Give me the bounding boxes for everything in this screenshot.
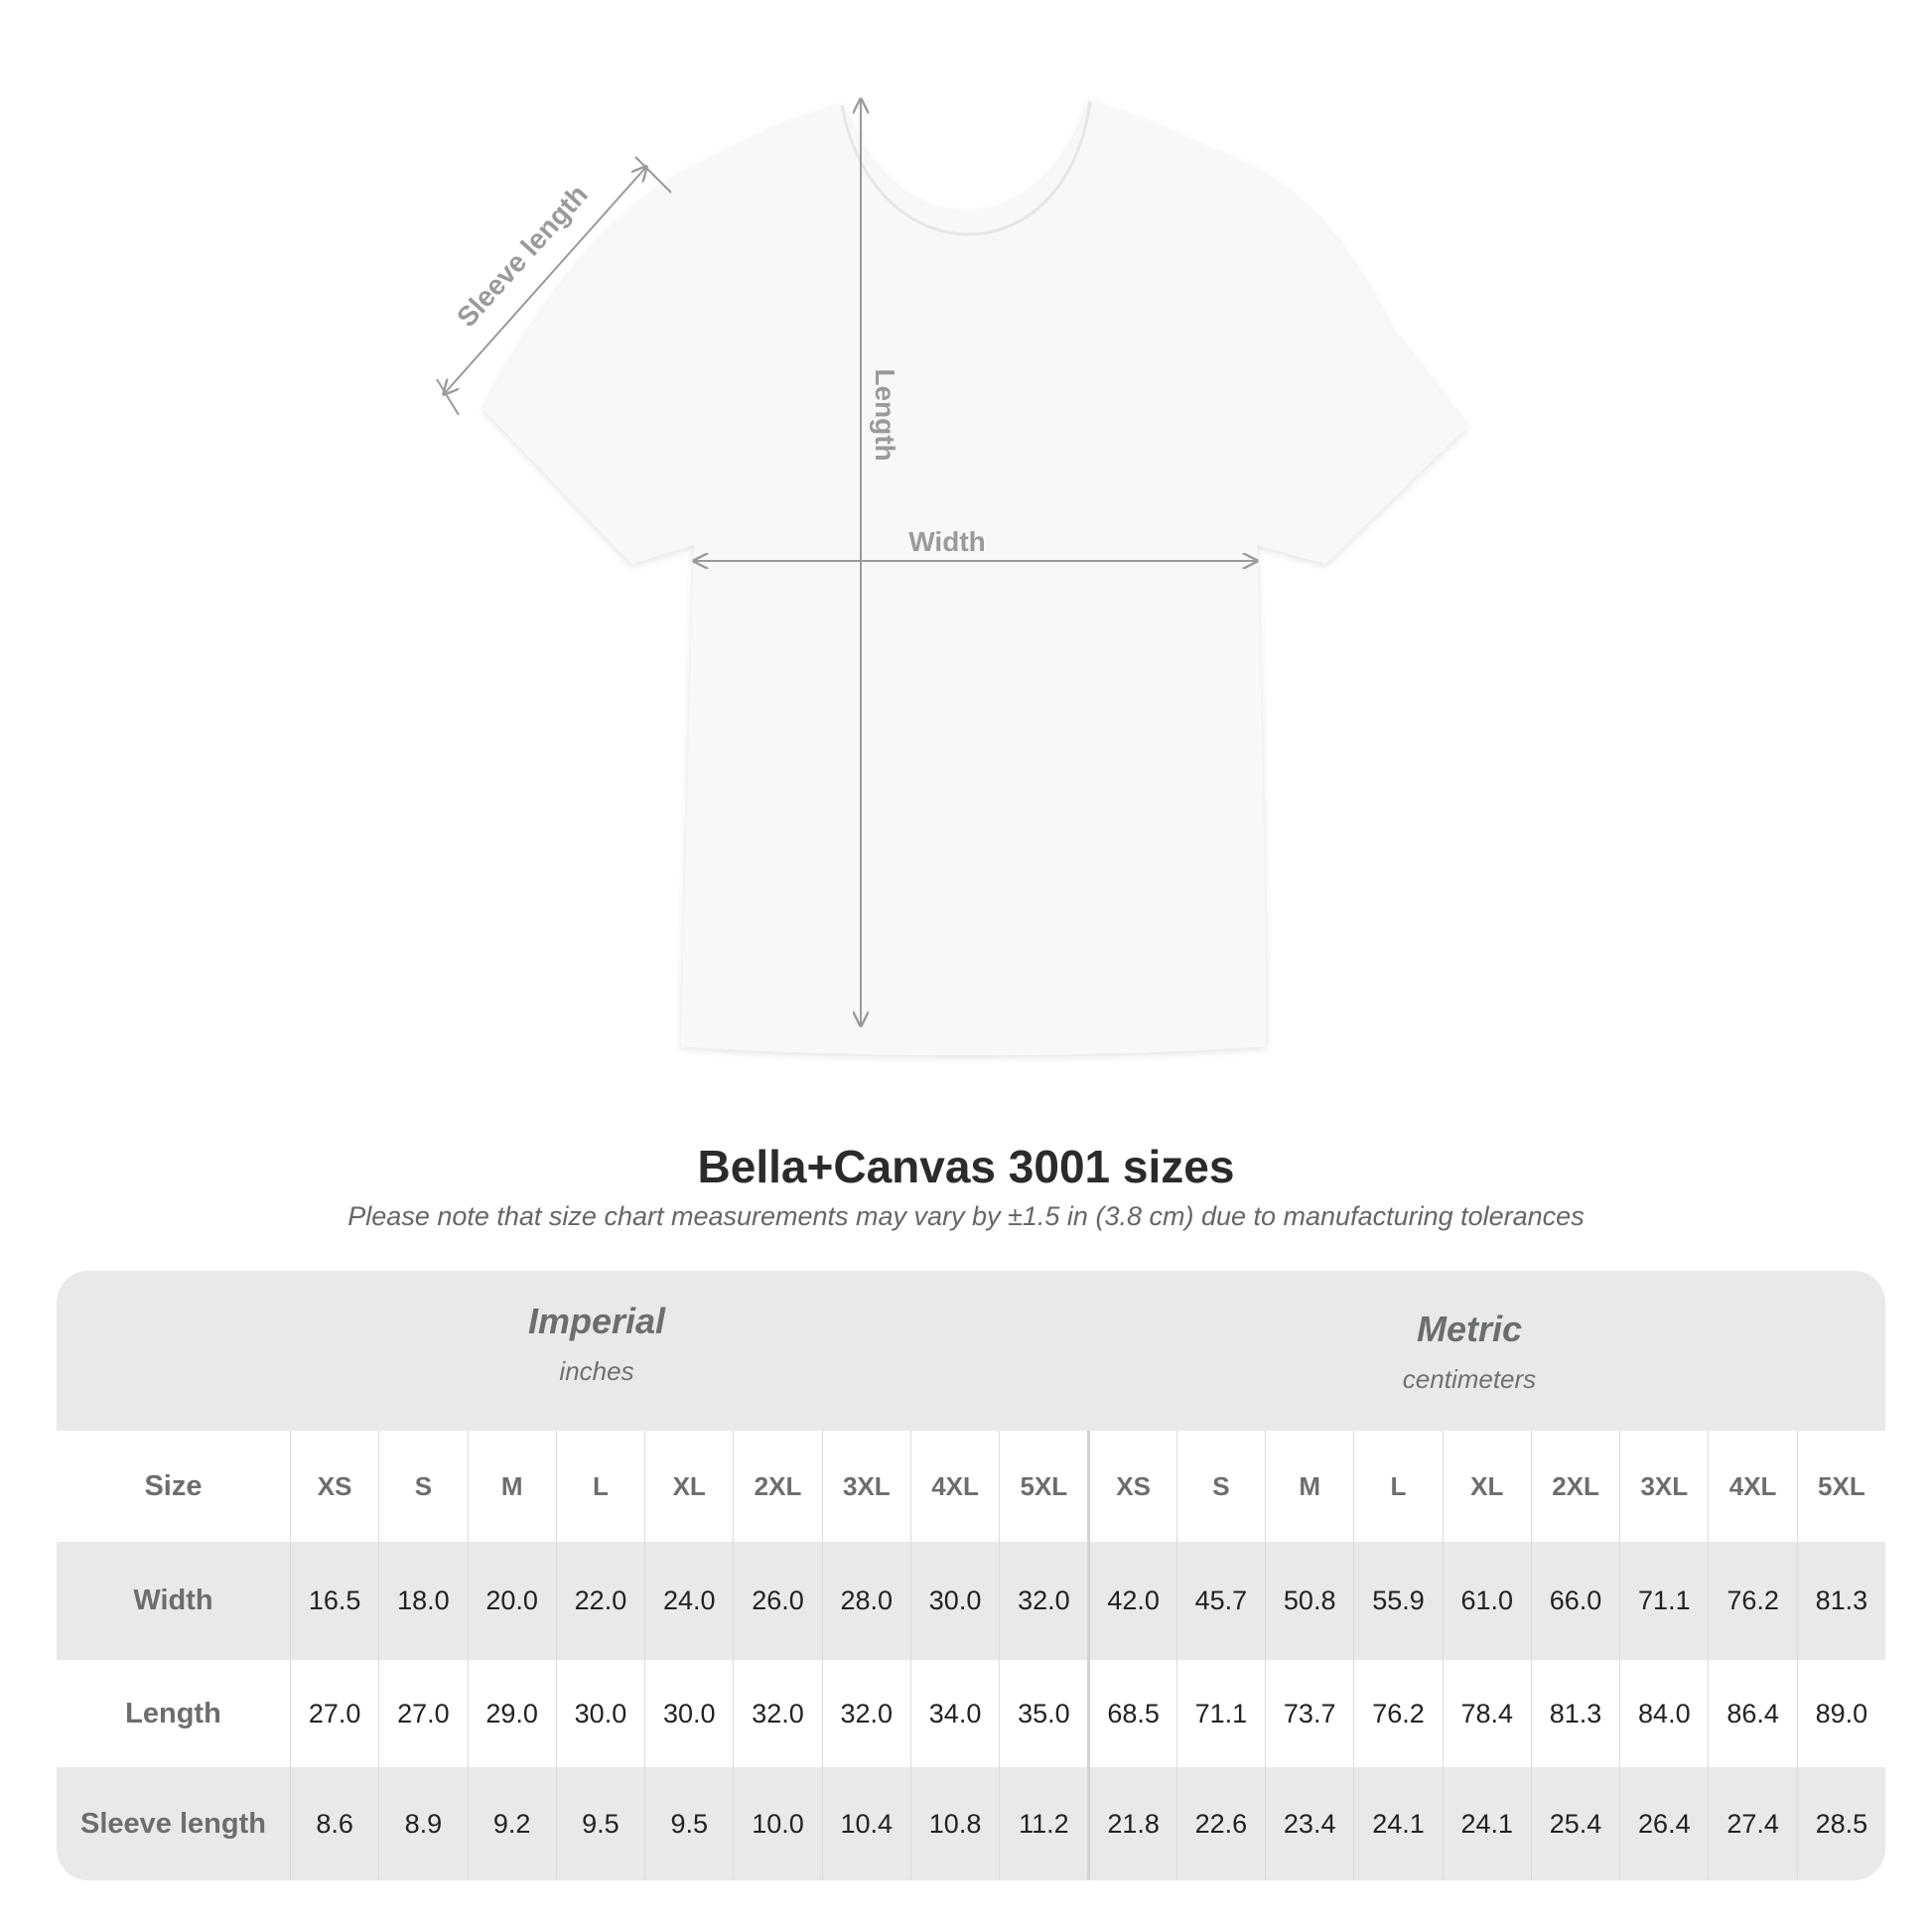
metric-value: 26.4 bbox=[1619, 1767, 1708, 1880]
imperial-size-header: 2XL bbox=[733, 1431, 821, 1542]
metric-value: 21.8 bbox=[1087, 1767, 1175, 1880]
metric-value: 71.1 bbox=[1175, 1660, 1265, 1767]
imperial-title: Imperial bbox=[527, 1301, 666, 1341]
imperial-size-header: 4XL bbox=[909, 1431, 999, 1542]
imperial-size-header: 5XL bbox=[999, 1431, 1087, 1542]
metric-value: 24.1 bbox=[1353, 1767, 1442, 1880]
imperial-value: 16.5 bbox=[289, 1542, 378, 1660]
imperial-value: 34.0 bbox=[909, 1660, 999, 1767]
imperial-value: 27.0 bbox=[378, 1660, 467, 1767]
width-label: Width bbox=[908, 526, 986, 557]
length-label: Length bbox=[870, 368, 900, 461]
imperial-header: Imperial inches bbox=[348, 1301, 845, 1387]
metric-value: 76.2 bbox=[1353, 1660, 1442, 1767]
metric-header: Metric centimeters bbox=[1221, 1309, 1718, 1395]
imperial-value: 10.4 bbox=[821, 1767, 910, 1880]
imperial-value: 28.0 bbox=[821, 1542, 910, 1660]
metric-value: 89.0 bbox=[1796, 1660, 1885, 1767]
metric-value: 50.8 bbox=[1265, 1542, 1353, 1660]
size-column-header: Size bbox=[144, 1469, 203, 1502]
imperial-unit: inches bbox=[559, 1356, 634, 1386]
imperial-value: 8.6 bbox=[289, 1767, 378, 1880]
imperial-value: 10.8 bbox=[909, 1767, 999, 1880]
table-row: Width 16.5 18.0 20.0 22.0 24.0 26.0 28.0 30.0 32.… bbox=[57, 1542, 1885, 1660]
imperial-value: 32.0 bbox=[821, 1660, 910, 1767]
metric-size-header: 3XL bbox=[1619, 1431, 1708, 1542]
imperial-value: 29.0 bbox=[467, 1660, 556, 1767]
metric-value: 25.4 bbox=[1530, 1767, 1619, 1880]
chart-title: Bella+Canvas 3001 sizes bbox=[697, 1141, 1235, 1192]
size-table: Imperial inches Metric centimeters Size X… bbox=[57, 1271, 1885, 1880]
tolerance-note: Please note that size chart measurements… bbox=[347, 1201, 1585, 1231]
row-label: Length bbox=[125, 1697, 221, 1729]
imperial-value: 11.2 bbox=[999, 1767, 1087, 1880]
metric-value: 23.4 bbox=[1265, 1767, 1353, 1880]
metric-value: 22.6 bbox=[1175, 1767, 1265, 1880]
metric-value: 68.5 bbox=[1087, 1660, 1175, 1767]
imperial-value: 10.0 bbox=[733, 1767, 821, 1880]
metric-value: 84.0 bbox=[1619, 1660, 1708, 1767]
metric-value: 81.3 bbox=[1796, 1542, 1885, 1660]
imperial-value: 27.0 bbox=[289, 1660, 378, 1767]
imperial-value: 30.0 bbox=[555, 1660, 644, 1767]
imperial-value: 20.0 bbox=[467, 1542, 556, 1660]
imperial-size-header: L bbox=[555, 1431, 644, 1542]
metric-value: 27.4 bbox=[1708, 1767, 1796, 1880]
metric-value: 28.5 bbox=[1796, 1767, 1885, 1880]
metric-value: 42.0 bbox=[1087, 1542, 1175, 1660]
imperial-size-header: S bbox=[378, 1431, 467, 1542]
imperial-value: 30.0 bbox=[909, 1542, 999, 1660]
metric-size-header: S bbox=[1175, 1431, 1265, 1542]
size-header-row: Size XS S M L XL 2XL 3XL 4XL 5XL XS S M L XL 2XL 3XL 4XL 5… bbox=[57, 1431, 1885, 1542]
metric-size-header: 5XL bbox=[1796, 1431, 1885, 1542]
metric-value: 81.3 bbox=[1530, 1660, 1619, 1767]
imperial-value: 18.0 bbox=[378, 1542, 467, 1660]
row-label: Width bbox=[133, 1585, 213, 1616]
sleeve-tick bbox=[436, 378, 460, 416]
metric-value: 61.0 bbox=[1442, 1542, 1531, 1660]
metric-unit: centimeters bbox=[1402, 1364, 1537, 1394]
table-row: Sleeve length 8.6 8.9 9.2 9.5 9.5 10.0 10.4 10.8… bbox=[57, 1767, 1885, 1880]
imperial-value: 32.0 bbox=[733, 1660, 821, 1767]
imperial-value: 32.0 bbox=[999, 1542, 1087, 1660]
unit-header-band: Imperial inches Metric centimeters bbox=[57, 1271, 1885, 1431]
imperial-value: 35.0 bbox=[999, 1660, 1087, 1767]
imperial-value: 9.2 bbox=[467, 1767, 556, 1880]
metric-value: 45.7 bbox=[1175, 1542, 1265, 1660]
tshirt-shape bbox=[483, 101, 1467, 1055]
metric-size-header: XS bbox=[1087, 1431, 1175, 1542]
table-row: Length 27.0 27.0 29.0 30.0 30.0 32.0 32.0 34.0 35… bbox=[57, 1660, 1885, 1767]
sleeve-measure-line bbox=[444, 167, 646, 394]
imperial-value: 24.0 bbox=[644, 1542, 733, 1660]
metric-value: 86.4 bbox=[1708, 1660, 1796, 1767]
metric-value: 66.0 bbox=[1530, 1542, 1619, 1660]
metric-value: 76.2 bbox=[1708, 1542, 1796, 1660]
imperial-value: 9.5 bbox=[555, 1767, 644, 1880]
metric-title: Metric bbox=[1416, 1309, 1523, 1349]
metric-value: 73.7 bbox=[1265, 1660, 1353, 1767]
imperial-size-header: M bbox=[467, 1431, 556, 1542]
imperial-value: 22.0 bbox=[555, 1542, 644, 1660]
imperial-value: 8.9 bbox=[378, 1767, 467, 1880]
tshirt-measurement-diagram: Sleeve length Length Width bbox=[436, 0, 1467, 1055]
metric-value: 71.1 bbox=[1619, 1542, 1708, 1660]
metric-size-header: XL bbox=[1442, 1431, 1531, 1542]
imperial-value: 30.0 bbox=[644, 1660, 733, 1767]
metric-value: 55.9 bbox=[1353, 1542, 1442, 1660]
metric-value: 78.4 bbox=[1442, 1660, 1531, 1767]
metric-size-header: 4XL bbox=[1708, 1431, 1796, 1542]
imperial-size-header: XS bbox=[289, 1431, 378, 1542]
metric-value: 24.1 bbox=[1442, 1767, 1531, 1880]
sleeve-tick bbox=[634, 156, 672, 194]
imperial-size-header: 3XL bbox=[821, 1431, 910, 1542]
metric-size-header: M bbox=[1265, 1431, 1353, 1542]
imperial-size-header: XL bbox=[644, 1431, 733, 1542]
imperial-value: 26.0 bbox=[733, 1542, 821, 1660]
row-label: Sleeve length bbox=[79, 1807, 266, 1840]
metric-size-header: 2XL bbox=[1530, 1431, 1619, 1542]
imperial-value: 9.5 bbox=[644, 1767, 733, 1880]
metric-size-header: L bbox=[1353, 1431, 1442, 1542]
